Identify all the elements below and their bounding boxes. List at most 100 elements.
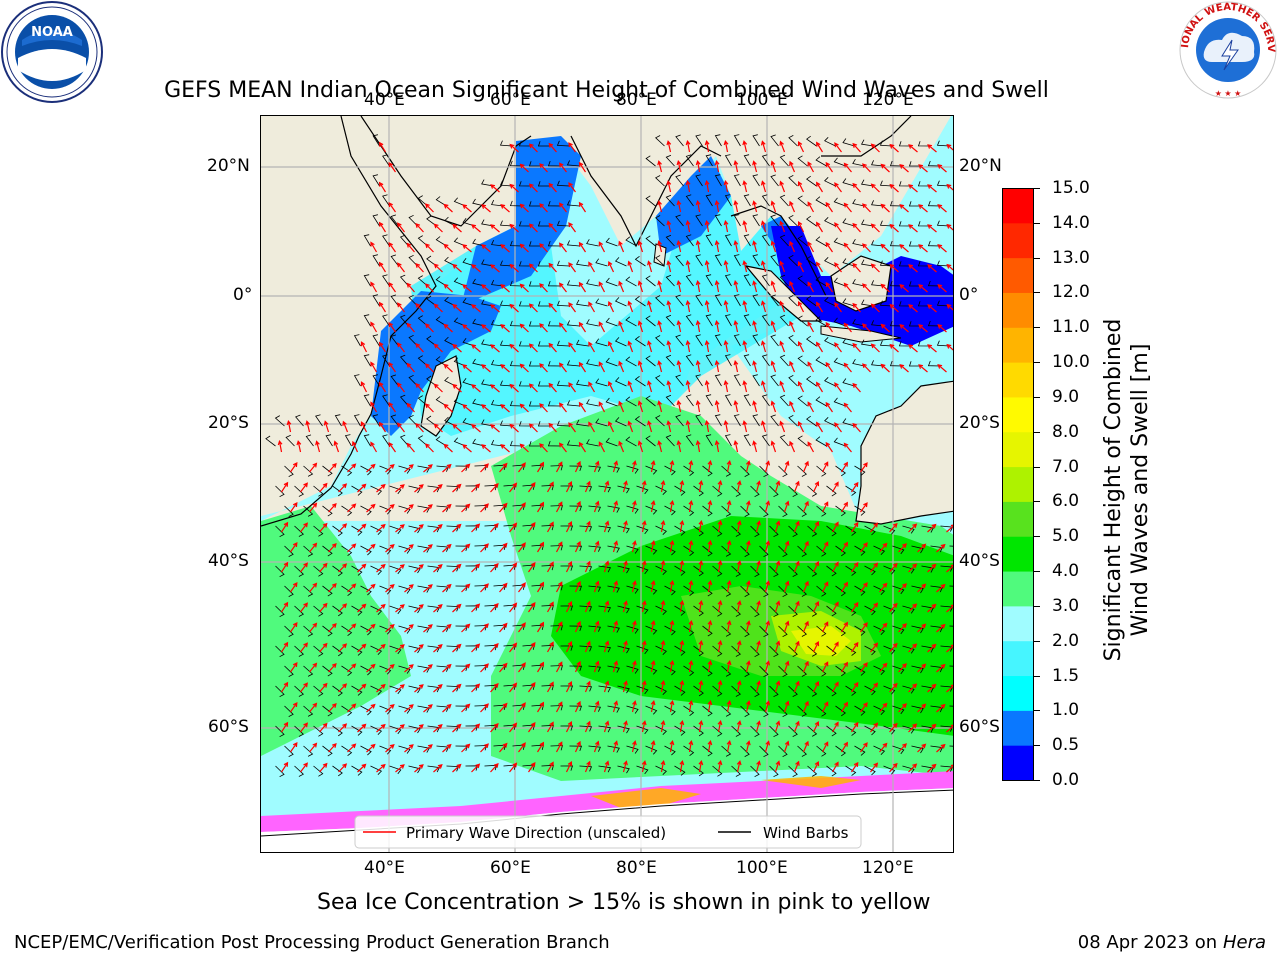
wind-barb [626, 745, 639, 754]
wind-barb [303, 585, 314, 597]
wave-direction-arrow [825, 401, 833, 413]
wind-barb [481, 339, 494, 347]
wind-barb [674, 685, 686, 696]
wind-barb [363, 354, 371, 367]
wave-direction-arrow [528, 521, 536, 533]
wave-direction-arrow [424, 203, 434, 213]
wave-direction-arrow [698, 599, 704, 613]
wave-direction-arrow [714, 159, 720, 173]
wind-barb [303, 745, 314, 757]
wind-barb [379, 625, 392, 635]
wave-direction-arrow [825, 241, 833, 253]
colorbar-segment [1002, 257, 1034, 293]
wind-barb [695, 254, 703, 267]
wave-direction-arrow [793, 720, 800, 733]
wave-direction-arrow [946, 724, 953, 733]
wave-direction-arrow [789, 360, 796, 373]
wind-barb [871, 160, 884, 167]
wave-direction-arrow [319, 682, 328, 693]
wind-barb [379, 505, 392, 515]
wind-barb [617, 485, 630, 494]
wave-direction-arrow [745, 740, 751, 753]
wind-barb [499, 300, 513, 307]
wave-direction-arrow [704, 219, 710, 233]
wave-direction-arrow [388, 321, 396, 333]
wind-barb [332, 685, 343, 697]
wave-direction-arrow [717, 759, 723, 773]
wave-direction-arrow [578, 161, 587, 173]
wave-direction-arrow [834, 222, 842, 233]
colorbar-tick-label: 5.0 [1052, 526, 1080, 547]
wind-barb [778, 545, 788, 558]
wave-direction-arrow [395, 684, 405, 693]
wind-barb [547, 240, 561, 247]
wave-direction-arrow [277, 439, 283, 453]
wave-direction-arrow [899, 203, 909, 213]
wave-direction-arrow [471, 563, 481, 573]
wave-direction-arrow [752, 440, 758, 453]
lon-tick-top-40: 40°E [364, 90, 405, 110]
wind-barb [769, 605, 779, 618]
wave-direction-arrow [338, 643, 348, 653]
wave-direction-arrow [433, 563, 443, 573]
wave-direction-arrow [490, 762, 499, 773]
wind-barb [674, 565, 686, 576]
wave-direction-arrow [918, 204, 928, 213]
wave-direction-arrow [802, 500, 809, 513]
wave-direction-arrow [789, 160, 796, 173]
wave-direction-arrow [879, 702, 888, 713]
wave-direction-arrow [752, 240, 758, 253]
wave-direction-arrow [500, 403, 510, 413]
wave-direction-arrow [462, 204, 472, 213]
wave-direction-arrow [452, 643, 462, 653]
wave-direction-arrow [889, 642, 898, 653]
wave-direction-arrow [698, 479, 704, 493]
wave-direction-arrow [870, 562, 879, 573]
wave-direction-arrow [378, 141, 387, 153]
colorbar-tick-mark [1034, 571, 1040, 573]
wave-direction-arrow [927, 523, 937, 533]
wind-barb [491, 439, 504, 447]
wind-barb [351, 485, 363, 496]
wave-direction-arrow [631, 460, 637, 473]
wave-direction-arrow [946, 684, 953, 693]
wave-direction-arrow [917, 663, 927, 673]
wind-barb [634, 255, 646, 267]
wind-barb [351, 565, 363, 576]
colorbar-tick-mark [1034, 188, 1040, 189]
wave-direction-arrow [536, 461, 545, 473]
wave-direction-arrow [669, 459, 675, 473]
wind-barb [332, 645, 343, 657]
wind-barb [417, 235, 428, 247]
wave-direction-arrow [860, 662, 868, 673]
wave-direction-arrow [376, 483, 386, 493]
wind-barb [779, 314, 789, 327]
wind-barb [398, 705, 411, 714]
wind-barb [528, 321, 542, 327]
wind-barb [807, 485, 818, 497]
wave-direction-arrow [584, 640, 591, 653]
wind-barb [575, 299, 589, 307]
wind-barb [695, 134, 703, 147]
wave-direction-arrow [676, 439, 682, 453]
wave-direction-arrow [480, 543, 489, 553]
wind-barb [826, 645, 837, 657]
wind-barb [854, 705, 866, 716]
wave-direction-arrow [423, 624, 433, 633]
wave-direction-arrow [509, 522, 518, 533]
wave-direction-arrow [509, 423, 519, 433]
wind-barb [379, 465, 392, 475]
wave-direction-arrow [685, 259, 691, 273]
wave-direction-arrow [309, 462, 318, 473]
wind-barb [779, 154, 789, 167]
wave-direction-arrow [568, 222, 576, 233]
wave-direction-arrow [499, 662, 508, 673]
wave-direction-arrow [707, 499, 713, 513]
wave-direction-arrow [774, 600, 781, 613]
wind-barb [883, 525, 896, 535]
wave-direction-arrow [370, 281, 378, 293]
wind-barb [860, 219, 874, 227]
wave-direction-arrow [908, 144, 918, 153]
colorbar-tick-mark [1034, 327, 1040, 329]
wave-direction-arrow [598, 241, 606, 253]
